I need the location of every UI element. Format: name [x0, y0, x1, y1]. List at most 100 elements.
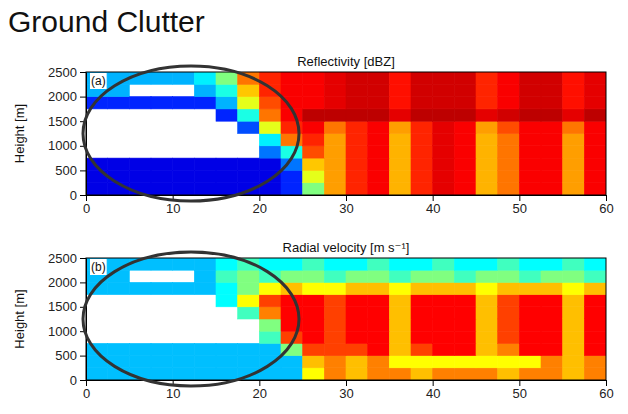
cell [389, 134, 411, 146]
cell [498, 282, 520, 294]
cell [281, 72, 303, 84]
cell [563, 158, 585, 170]
cell [411, 356, 433, 368]
x-tick: 0 [83, 195, 90, 216]
cell [129, 343, 151, 355]
cell [454, 170, 476, 182]
cell [519, 84, 541, 96]
cell [368, 146, 390, 158]
cell [368, 282, 390, 294]
cell [541, 307, 563, 319]
cell [411, 158, 433, 170]
cell [151, 258, 173, 270]
cell [259, 109, 281, 121]
cell [368, 307, 390, 319]
cell [498, 109, 520, 121]
cell [151, 356, 173, 368]
x-tick: 30 [339, 195, 353, 216]
cell [454, 121, 476, 133]
cell [476, 258, 498, 270]
cell [454, 84, 476, 96]
cell [519, 343, 541, 355]
cell [389, 270, 411, 282]
panel-letter-bg [90, 73, 107, 89]
cell [476, 183, 498, 195]
cell [194, 72, 216, 84]
y-axis: 05001000150020002500 [48, 251, 86, 388]
highlight-ellipse [83, 252, 299, 386]
cell [151, 282, 173, 294]
cell [433, 109, 455, 121]
cell [216, 343, 238, 355]
cell [411, 295, 433, 307]
cell [259, 158, 281, 170]
cell [433, 282, 455, 294]
cell [498, 343, 520, 355]
cell [281, 356, 303, 368]
cell [519, 97, 541, 109]
cell [216, 183, 238, 195]
y-tick-mark [80, 97, 86, 98]
cell [476, 270, 498, 282]
cell [519, 258, 541, 270]
cell [151, 170, 173, 182]
y-tick: 1000 [48, 324, 86, 339]
cell [541, 72, 563, 84]
cell [173, 72, 195, 84]
cell [324, 331, 346, 343]
cell [454, 146, 476, 158]
cell [238, 84, 260, 96]
cell [519, 183, 541, 195]
cell [476, 282, 498, 294]
cell [476, 134, 498, 146]
cell [346, 356, 368, 368]
cell [324, 343, 346, 355]
cell [108, 356, 130, 368]
cell [541, 356, 563, 368]
cell [519, 356, 541, 368]
cell [108, 158, 130, 170]
cell [194, 170, 216, 182]
cell [324, 84, 346, 96]
cell [303, 331, 325, 343]
cell [454, 343, 476, 355]
cell [563, 295, 585, 307]
cell [541, 146, 563, 158]
cell [541, 282, 563, 294]
cell [238, 282, 260, 294]
y-axis-title: Height [m] [12, 104, 27, 163]
y-tick-mark [80, 282, 86, 283]
x-tick-label: 40 [426, 386, 440, 401]
cell [498, 170, 520, 182]
cell [216, 270, 238, 282]
cell [194, 343, 216, 355]
cell [194, 356, 216, 368]
cell [108, 282, 130, 294]
cell [454, 270, 476, 282]
cell [433, 146, 455, 158]
cell [324, 134, 346, 146]
cell [324, 72, 346, 84]
cell [368, 134, 390, 146]
cell [173, 368, 195, 380]
cell [584, 109, 606, 121]
cell [216, 368, 238, 380]
cell [259, 331, 281, 343]
cell [411, 121, 433, 133]
cell [303, 134, 325, 146]
cell [519, 170, 541, 182]
cell [346, 170, 368, 182]
cell [389, 331, 411, 343]
cell [519, 146, 541, 158]
cell [216, 295, 238, 307]
cell [238, 170, 260, 182]
y-tick-label: 2000 [48, 275, 77, 290]
cell [368, 121, 390, 133]
cell [411, 331, 433, 343]
cell [173, 183, 195, 195]
cell [433, 134, 455, 146]
cell [216, 109, 238, 121]
cell [454, 282, 476, 294]
cell [584, 343, 606, 355]
cell [498, 307, 520, 319]
